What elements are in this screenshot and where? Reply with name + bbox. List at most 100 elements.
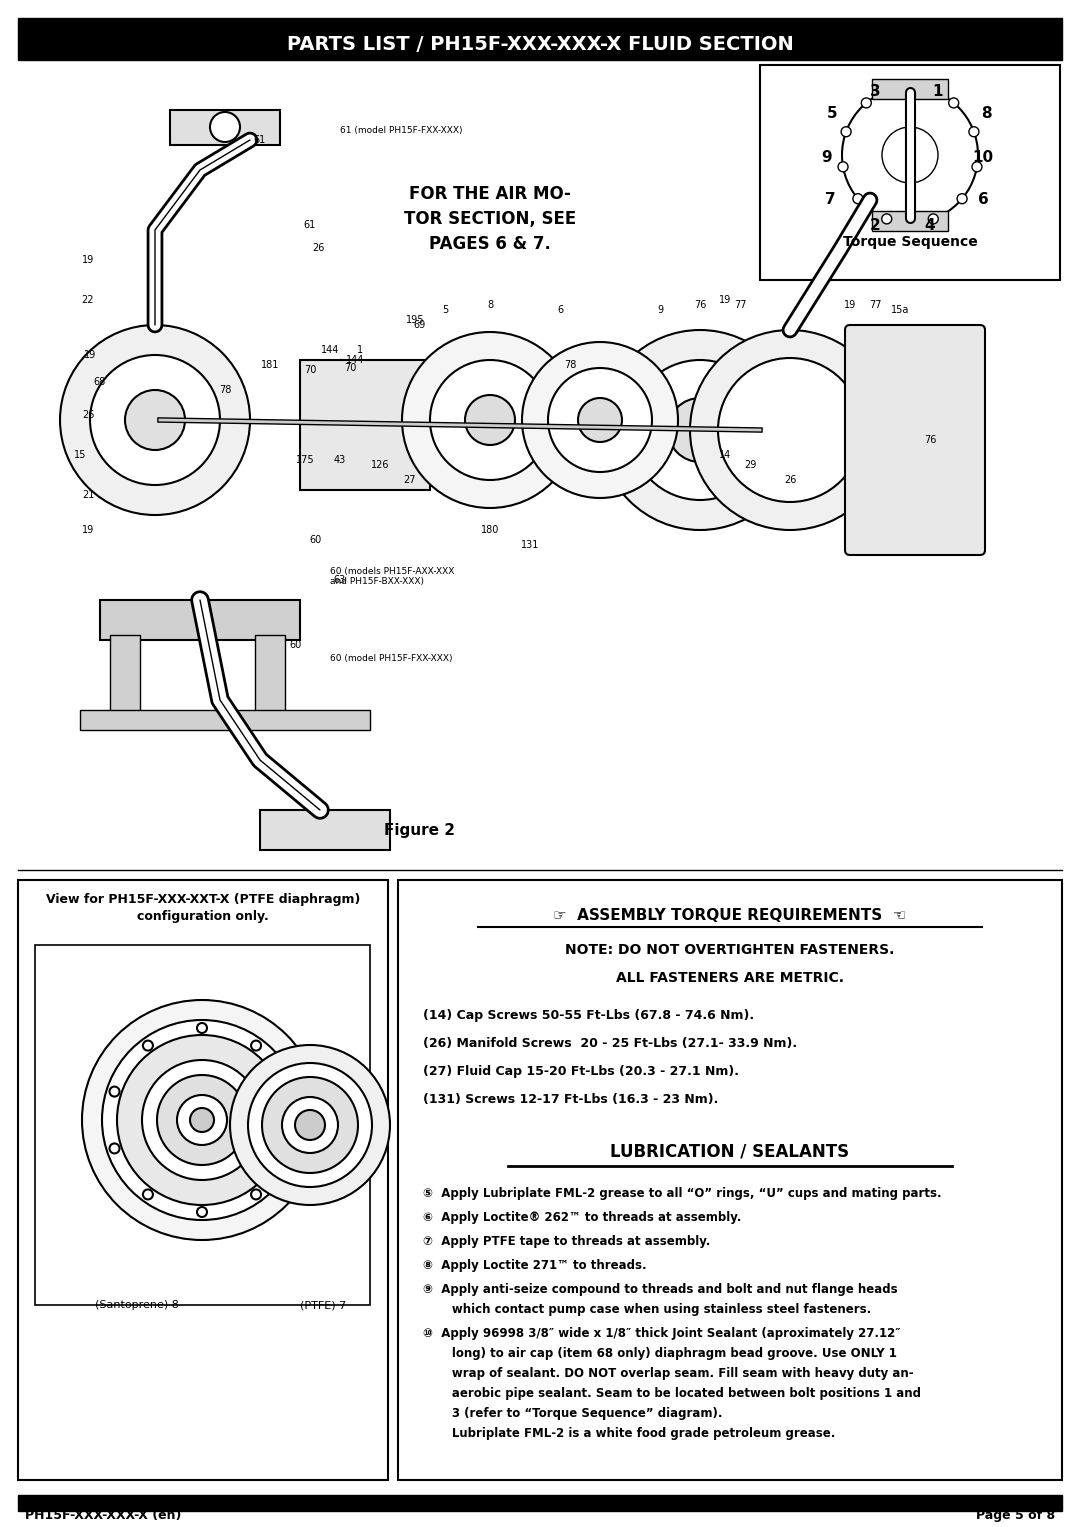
Text: 26: 26	[312, 243, 324, 253]
Text: 63: 63	[334, 576, 346, 585]
Circle shape	[248, 1063, 372, 1186]
FancyBboxPatch shape	[100, 600, 300, 640]
Text: ⑦  Apply PTFE tape to threads at assembly.: ⑦ Apply PTFE tape to threads at assembly…	[423, 1235, 711, 1248]
Text: NOTE: DO NOT OVERTIGHTEN FASTENERS.: NOTE: DO NOT OVERTIGHTEN FASTENERS.	[565, 944, 894, 957]
Circle shape	[102, 1020, 302, 1220]
Text: 60 (models PH15F-AXX-XXX
and PH15F-BXX-XXX): 60 (models PH15F-AXX-XXX and PH15F-BXX-X…	[330, 567, 455, 586]
Circle shape	[838, 162, 848, 173]
Text: 77: 77	[868, 299, 881, 310]
Text: 10: 10	[972, 150, 994, 165]
Text: 60 (model PH15F-FXX-XXX): 60 (model PH15F-FXX-XXX)	[330, 654, 453, 663]
Text: 19: 19	[82, 255, 94, 266]
Circle shape	[60, 325, 249, 515]
Text: ⑨  Apply anti-seize compound to threads and bolt and nut flange heads: ⑨ Apply anti-seize compound to threads a…	[423, 1283, 897, 1296]
FancyBboxPatch shape	[255, 635, 285, 715]
Text: 4: 4	[924, 218, 935, 234]
Text: 1: 1	[933, 84, 943, 99]
Text: (27) Fluid Cap 15-20 Ft-Lbs (20.3 - 27.1 Nm).: (27) Fluid Cap 15-20 Ft-Lbs (20.3 - 27.1…	[423, 1064, 739, 1078]
FancyBboxPatch shape	[760, 66, 1059, 279]
Circle shape	[972, 162, 982, 173]
Circle shape	[669, 399, 732, 463]
Text: 26: 26	[82, 411, 94, 420]
Text: 22: 22	[82, 295, 94, 305]
Text: ⑧  Apply Loctite 271™ to threads.: ⑧ Apply Loctite 271™ to threads.	[423, 1258, 647, 1272]
FancyBboxPatch shape	[80, 710, 370, 730]
Text: 60: 60	[309, 534, 321, 545]
FancyBboxPatch shape	[170, 110, 280, 145]
Circle shape	[853, 194, 863, 203]
Text: 2: 2	[869, 218, 880, 234]
Text: 77: 77	[733, 299, 746, 310]
Circle shape	[109, 1144, 120, 1153]
FancyBboxPatch shape	[110, 635, 140, 715]
FancyBboxPatch shape	[18, 18, 1062, 60]
Text: 144: 144	[346, 354, 364, 365]
Text: 15a: 15a	[891, 305, 909, 315]
Text: View for PH15F-XXX-XXT-X (PTFE diaphragm)
configuration only.: View for PH15F-XXX-XXT-X (PTFE diaphragm…	[45, 893, 361, 922]
FancyBboxPatch shape	[872, 211, 948, 231]
Circle shape	[143, 1040, 153, 1051]
Circle shape	[230, 1044, 390, 1205]
Circle shape	[861, 98, 872, 108]
Text: Lubriplate FML-2 is a white food grade petroleum grease.: Lubriplate FML-2 is a white food grade p…	[423, 1428, 835, 1440]
Text: 9: 9	[657, 305, 663, 315]
FancyBboxPatch shape	[18, 1495, 1062, 1512]
Text: (14) Cap Screws 50-55 Ft-Lbs (67.8 - 74.6 Nm).: (14) Cap Screws 50-55 Ft-Lbs (67.8 - 74.…	[423, 1008, 754, 1022]
Text: 175: 175	[296, 455, 314, 466]
Text: Page 5 of 8: Page 5 of 8	[976, 1509, 1055, 1521]
Text: 6: 6	[977, 192, 988, 208]
Text: 69: 69	[414, 321, 427, 330]
Text: (131) Screws 12-17 Ft-Lbs (16.3 - 23 Nm).: (131) Screws 12-17 Ft-Lbs (16.3 - 23 Nm)…	[423, 1092, 718, 1106]
Text: Torque Sequence: Torque Sequence	[842, 235, 977, 249]
FancyBboxPatch shape	[300, 360, 430, 490]
Text: 70: 70	[303, 365, 316, 376]
Text: ⑤  Apply Lubriplate FML-2 grease to all “O” rings, “U” cups and mating parts.: ⑤ Apply Lubriplate FML-2 grease to all “…	[423, 1186, 942, 1200]
Text: 76: 76	[693, 299, 706, 310]
Text: 126: 126	[370, 460, 389, 470]
Circle shape	[402, 331, 578, 508]
Text: 19: 19	[82, 525, 94, 534]
Text: long) to air cap (item 68 only) diaphragm bead groove. Use ONLY 1: long) to air cap (item 68 only) diaphrag…	[423, 1347, 896, 1361]
FancyBboxPatch shape	[35, 945, 370, 1306]
Text: 19: 19	[719, 295, 731, 305]
Text: 144: 144	[321, 345, 339, 354]
Text: 14: 14	[719, 450, 731, 460]
Text: 60: 60	[288, 640, 301, 651]
Circle shape	[210, 111, 240, 142]
Text: 131: 131	[521, 541, 539, 550]
Circle shape	[125, 389, 185, 450]
Text: 70: 70	[343, 363, 356, 373]
Circle shape	[630, 360, 770, 499]
Circle shape	[841, 127, 851, 137]
Text: 15: 15	[73, 450, 86, 460]
Circle shape	[251, 1190, 261, 1199]
Text: 181: 181	[260, 360, 280, 370]
Circle shape	[109, 1087, 120, 1096]
FancyBboxPatch shape	[260, 809, 390, 851]
Circle shape	[522, 342, 678, 498]
Circle shape	[957, 194, 967, 203]
Circle shape	[690, 330, 890, 530]
Text: 61: 61	[254, 134, 266, 145]
Circle shape	[718, 357, 862, 502]
Text: ALL FASTENERS ARE METRIC.: ALL FASTENERS ARE METRIC.	[616, 971, 843, 985]
Circle shape	[969, 127, 978, 137]
Text: 5: 5	[826, 105, 837, 121]
Circle shape	[117, 1035, 287, 1205]
Circle shape	[284, 1087, 295, 1096]
Text: (26) Manifold Screws  20 - 25 Ft-Lbs (27.1- 33.9 Nm).: (26) Manifold Screws 20 - 25 Ft-Lbs (27.…	[423, 1037, 797, 1049]
Text: PARTS LIST / PH15F-XXX-XXX-X FLUID SECTION: PARTS LIST / PH15F-XXX-XXX-X FLUID SECTI…	[286, 35, 794, 53]
Circle shape	[197, 1023, 207, 1032]
Text: aerobic pipe sealant. Seam to be located between bolt positions 1 and: aerobic pipe sealant. Seam to be located…	[423, 1387, 921, 1400]
Circle shape	[82, 1000, 322, 1240]
Circle shape	[948, 98, 959, 108]
Text: 7: 7	[825, 192, 835, 208]
Circle shape	[282, 1096, 338, 1153]
Circle shape	[928, 214, 939, 224]
Text: 19: 19	[84, 350, 96, 360]
FancyBboxPatch shape	[399, 880, 1062, 1480]
Text: 78: 78	[564, 360, 577, 370]
Text: 27: 27	[404, 475, 416, 486]
Text: 43: 43	[334, 455, 346, 466]
Circle shape	[177, 1095, 227, 1145]
